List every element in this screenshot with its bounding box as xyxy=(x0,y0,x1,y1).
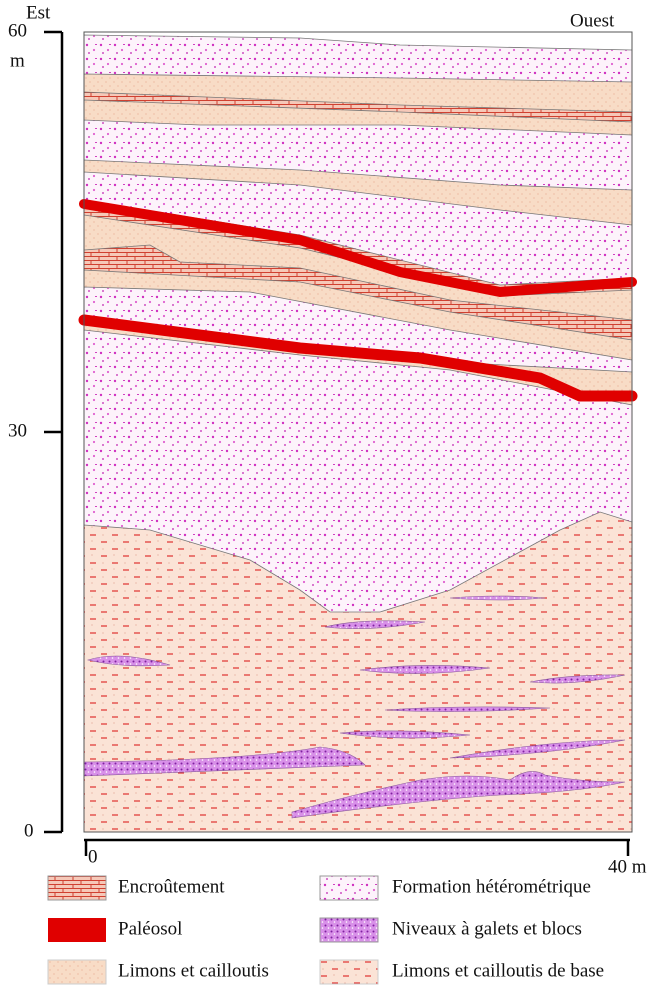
axis-end: 40 m xyxy=(608,856,647,877)
legend-label: Formation hétérométrique xyxy=(392,876,591,897)
axis-bottom: 0 xyxy=(24,820,34,841)
legend-label: Niveaux à galets et blocs xyxy=(392,918,582,939)
label-est: Est xyxy=(26,2,51,23)
axis-start: 0 xyxy=(88,846,98,867)
axis-unit: m xyxy=(10,50,25,71)
legend-label: Paléosol xyxy=(118,918,182,939)
legend-label: Limons et cailloutis xyxy=(118,960,269,981)
legend-label: Encroûtement xyxy=(118,876,225,897)
legend: Encroûtement Formation hétérométrique Pa… xyxy=(48,876,604,984)
legend-label: Limons et cailloutis de base xyxy=(392,960,604,981)
layers xyxy=(84,35,632,832)
cross-section: Est Ouest 60 m 30 0 0 40 m Encroûtement … xyxy=(0,0,656,987)
label-ouest: Ouest xyxy=(570,10,615,31)
axis-top: 60 xyxy=(8,20,27,41)
axis-middle: 30 xyxy=(8,420,27,441)
